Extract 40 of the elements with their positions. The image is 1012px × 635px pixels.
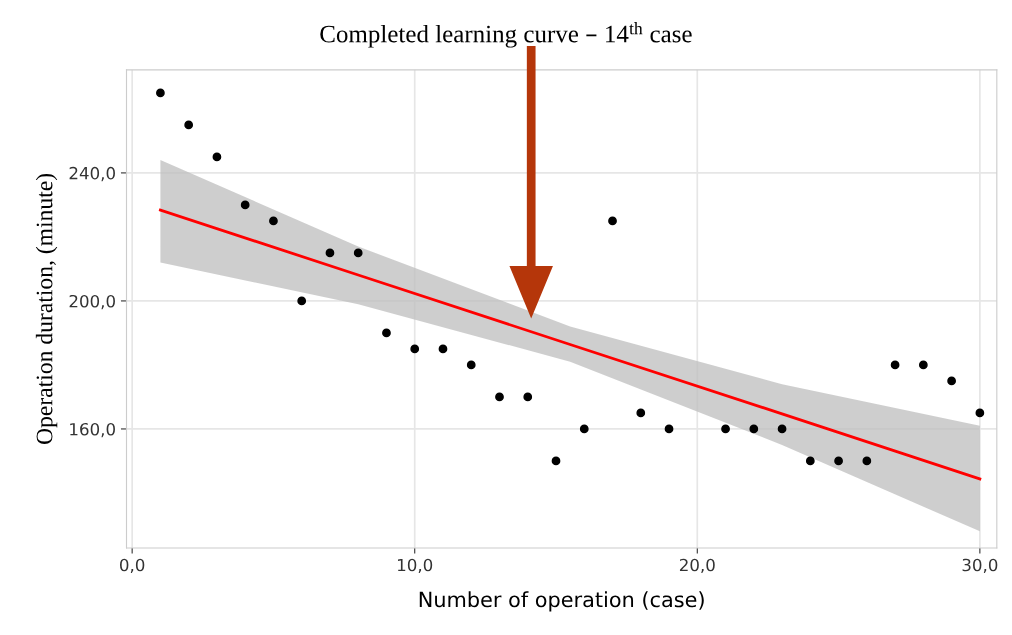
point <box>834 456 843 466</box>
point <box>947 376 956 386</box>
point <box>410 344 420 354</box>
point <box>890 360 900 370</box>
point <box>495 392 504 402</box>
x-axis-title: Number of operation (case) <box>419 591 704 612</box>
point <box>353 248 363 258</box>
x-tick-label: 20,0 <box>679 558 715 574</box>
point <box>636 408 646 418</box>
point <box>749 424 759 434</box>
y-axis-title: Operation duration, (minute) <box>35 173 58 445</box>
point <box>975 408 985 418</box>
point <box>721 424 730 434</box>
chart-title: Completed learning curve – 14$^{th}$ case <box>320 22 692 48</box>
point <box>184 120 194 130</box>
point <box>862 456 872 466</box>
point <box>156 88 165 98</box>
y-tick-label: 200,0 <box>69 294 115 310</box>
point <box>240 200 250 210</box>
point <box>664 424 674 434</box>
y-tick-label: 160,0 <box>70 422 115 438</box>
point <box>608 216 617 226</box>
point <box>523 392 533 402</box>
point <box>777 424 787 434</box>
point <box>297 296 307 306</box>
x-tick-label: 0,0 <box>120 558 145 574</box>
point <box>466 360 476 370</box>
x-tick-label: 30,0 <box>962 558 998 574</box>
point <box>212 152 222 162</box>
point <box>438 344 448 354</box>
point <box>551 456 561 466</box>
point <box>918 360 928 370</box>
y-tick-label: 240,0 <box>69 166 115 182</box>
line-series <box>159 208 982 481</box>
point <box>382 328 391 338</box>
point <box>579 424 589 434</box>
point <box>325 248 335 258</box>
x-tick-label: 10,0 <box>398 558 433 574</box>
point <box>269 216 278 226</box>
point <box>805 456 815 466</box>
